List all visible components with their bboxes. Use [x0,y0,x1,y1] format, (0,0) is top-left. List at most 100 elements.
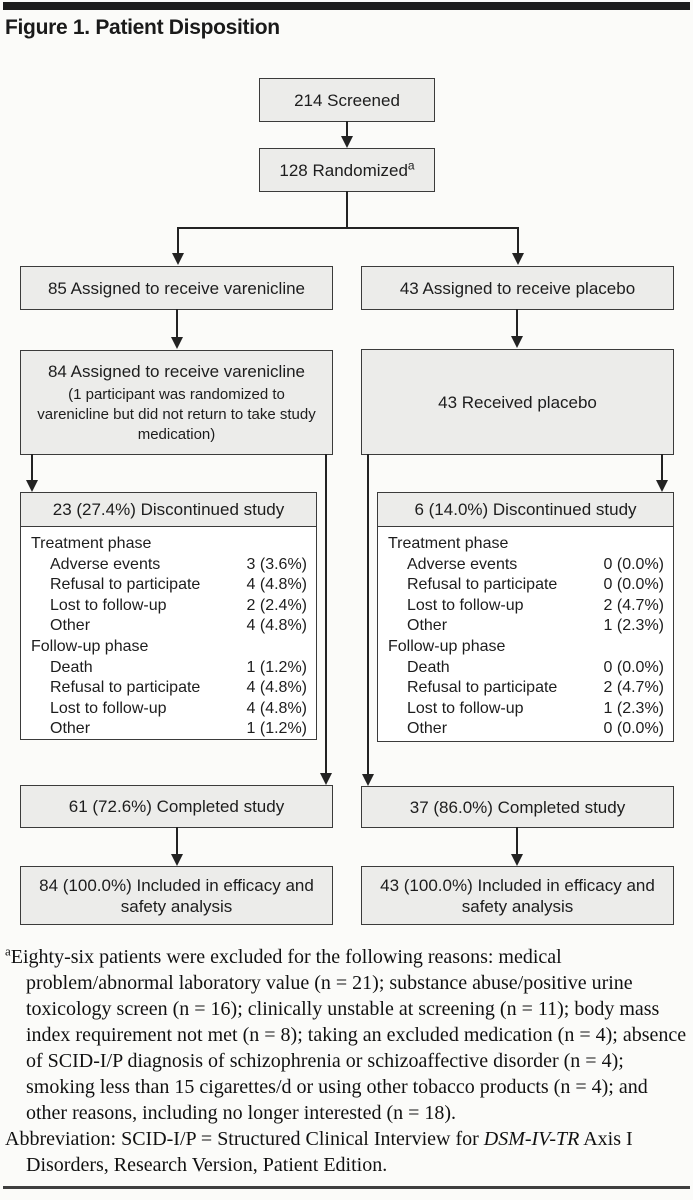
disposition-row: Lost to follow-up 2 (4.7%) [388,596,664,617]
row-value: 4 (4.8%) [246,576,307,594]
top-rule [3,2,690,10]
varenicline-completed-label: 61 (72.6%) Completed study [68,797,285,816]
connector-line [177,227,179,254]
disposition-row: Lost to follow-up 4 (4.8%) [31,699,307,720]
row-value: 1 (1.2%) [246,720,307,738]
disposition-row: Refusal to participate 4 (4.8%) [31,678,307,699]
row-label: Lost to follow-up [50,699,167,717]
arrow-down-icon [512,253,524,265]
connector-line [346,191,348,228]
arrow-down-icon [341,136,353,148]
varenicline-assigned-box: 85 Assigned to receive varenicline [20,266,333,310]
row-label: Treatment phase [388,535,509,552]
disposition-row: Lost to follow-up 1 (2.3%) [388,699,664,720]
row-label: Adverse events [50,555,161,573]
connector-line [177,227,519,229]
abbreviation-prefix: Abbreviation: SCID-I/P = Structured Clin… [5,1128,484,1150]
connector-line [517,227,519,254]
disposition-row: Follow-up phase [388,637,664,658]
row-label: Other [407,617,448,635]
row-value: 0 (0.0%) [603,658,664,676]
row-label: Lost to follow-up [407,596,524,614]
disposition-row: Death 0 (0.0%) [388,658,664,679]
varenicline-received-label: 84 Assigned to receive varenicline [47,361,306,381]
connector-line [176,309,178,337]
row-value: 3 (3.6%) [246,555,307,573]
placebo-included-box: 43 (100.0%) Included in efficacy and saf… [361,866,674,925]
arrow-down-icon [320,773,332,785]
footnote-a-marker: a [5,943,11,959]
varenicline-assigned-label: 85 Assigned to receive varenicline [47,278,306,298]
connector-line [176,827,178,855]
randomized-label: 128 Randomizeda [279,157,415,181]
footnote-abbreviation: Abbreviation: SCID-I/P = Structured Clin… [5,1126,689,1178]
placebo-discontinued-list: Treatment phase Adverse events 0 (0.0%) R… [378,527,673,744]
screened-box: 214 Screened [259,78,435,122]
connector-line [346,121,348,138]
screened-label: 214 Screened [294,90,400,110]
row-value: 1 (1.2%) [246,658,307,676]
row-label: Lost to follow-up [50,596,167,614]
placebo-included-label: 43 (100.0%) Included in efficacy and saf… [380,875,655,916]
arrow-down-icon [172,253,184,265]
disposition-row: Refusal to participate 0 (0.0%) [388,575,664,596]
placebo-assigned-box: 43 Assigned to receive placebo [361,266,674,310]
row-value: 4 (4.8%) [246,699,307,717]
abbreviation-suffix: Axis I Disorders, Research Version, Pati… [26,1128,633,1176]
varenicline-included-label: 84 (100.0%) Included in efficacy and saf… [39,875,314,916]
placebo-received-box: 43 Received placebo [361,349,674,455]
placebo-received-label: 43 Received placebo [438,392,597,412]
footnote-a: aEighty-six patients were excluded for t… [5,944,689,1126]
row-label: Adverse events [407,555,518,573]
disposition-row: Adverse events 3 (3.6%) [31,555,307,576]
varenicline-received-box: 84 Assigned to receive varenicline (1 pa… [20,350,333,455]
row-label: Refusal to participate [407,576,558,594]
disposition-row: Refusal to participate 2 (4.7%) [388,678,664,699]
disposition-row: Adverse events 0 (0.0%) [388,555,664,576]
arrow-down-icon [171,337,183,349]
row-label: Death [407,658,450,676]
connector-line [661,454,663,481]
row-label: Other [50,617,91,635]
placebo-assigned-label: 43 Assigned to receive placebo [399,278,636,298]
footnotes: aEighty-six patients were excluded for t… [5,944,689,1178]
row-value: 2 (4.7%) [603,679,664,697]
figure-title: Figure 1. Patient Disposition [5,16,280,39]
row-value: 0 (0.0%) [603,720,664,738]
disposition-row: Follow-up phase [31,637,307,658]
row-label: Follow-up phase [388,637,506,655]
arrow-down-icon [26,480,38,492]
row-label: Follow-up phase [31,637,149,655]
varenicline-discontinued-list: Treatment phase Adverse events 3 (3.6%) R… [21,527,316,744]
varenicline-included-box: 84 (100.0%) Included in efficacy and saf… [20,866,333,925]
arrow-down-icon [511,336,523,348]
disposition-row: Other 0 (0.0%) [388,719,664,740]
row-value: 1 (2.3%) [603,617,664,635]
placebo-discontinued-box: 6 (14.0%) Discontinued study Treatment p… [377,492,674,742]
row-value: 0 (0.0%) [603,555,664,573]
row-value: 1 (2.3%) [603,699,664,717]
connector-line [367,454,369,775]
row-value: 2 (2.4%) [246,596,307,614]
row-label: Refusal to participate [50,576,201,594]
disposition-row: Treatment phase [31,534,307,555]
arrow-down-icon [656,480,668,492]
disposition-row: Refusal to participate 4 (4.8%) [31,575,307,596]
row-label: Other [407,720,448,738]
randomized-text: 128 Randomized [279,160,408,180]
footnote-marker: a [407,157,415,172]
connector-line [516,309,518,336]
placebo-completed-box: 37 (86.0%) Completed study [361,786,674,828]
arrow-down-icon [511,854,523,866]
row-value: 4 (4.8%) [246,679,307,697]
row-label: Refusal to participate [50,679,201,697]
row-label: Lost to follow-up [407,699,524,717]
disposition-row: Treatment phase [388,534,664,555]
disposition-row: Other 1 (2.3%) [388,616,664,637]
connector-line [325,454,327,774]
placebo-discontinued-header: 6 (14.0%) Discontinued study [378,493,673,527]
row-label: Treatment phase [31,535,152,552]
row-value: 0 (0.0%) [603,576,664,594]
row-value: 4 (4.8%) [246,617,307,635]
row-label: Refusal to participate [407,679,558,697]
